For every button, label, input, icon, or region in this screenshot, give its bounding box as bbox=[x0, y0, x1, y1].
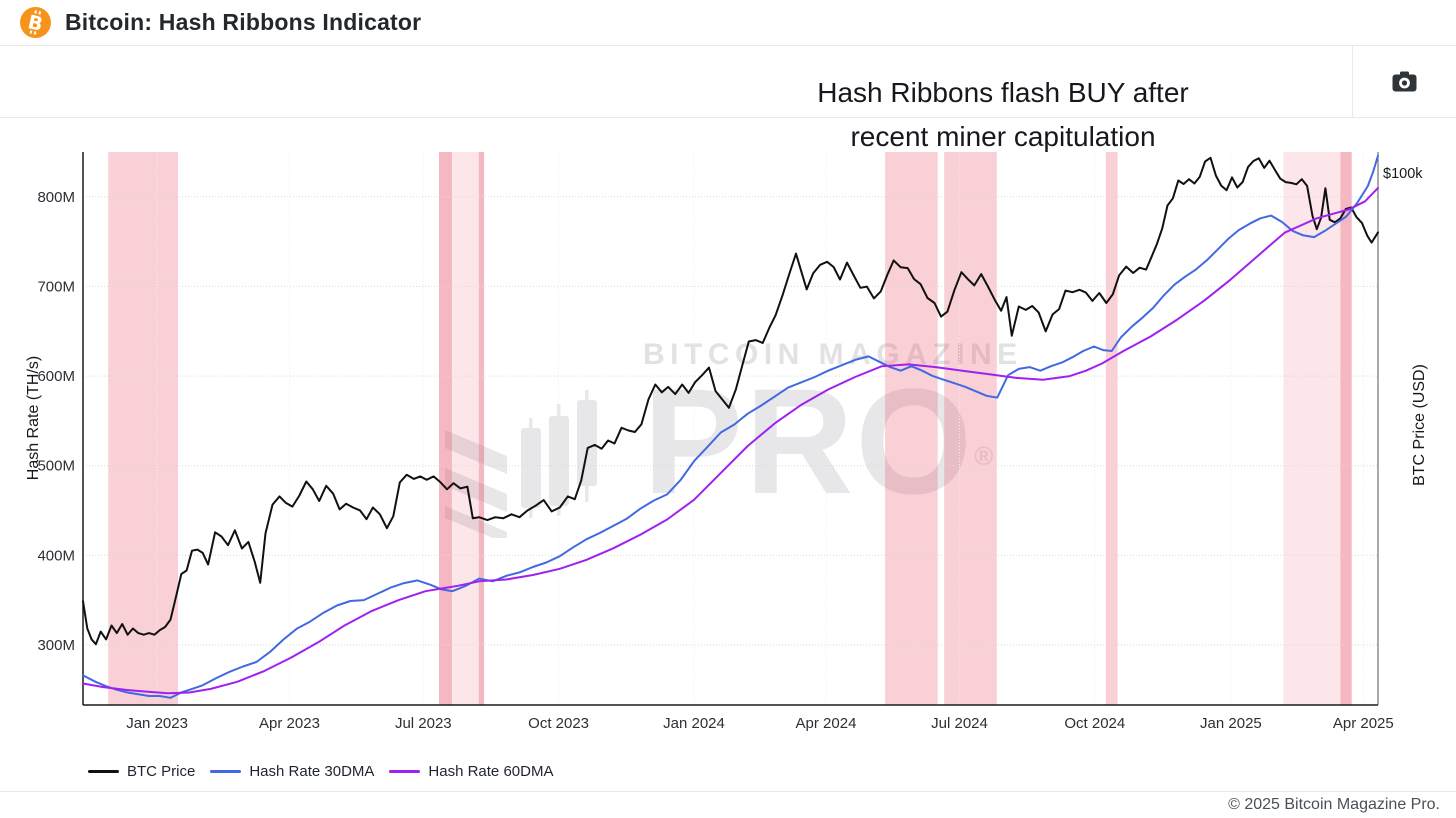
svg-text:700M: 700M bbox=[37, 278, 75, 295]
legend: BTC Price Hash Rate 30DMA Hash Rate 60DM… bbox=[0, 745, 1456, 791]
camera-icon bbox=[1392, 71, 1417, 92]
svg-text:Hash Rate (TH/s): Hash Rate (TH/s) bbox=[25, 356, 42, 480]
svg-text:300M: 300M bbox=[37, 637, 75, 654]
hash-rate-30dma-line-swatch bbox=[210, 769, 242, 773]
screenshot-button[interactable] bbox=[1385, 64, 1425, 100]
svg-text:$100k: $100k bbox=[1383, 166, 1423, 182]
legend-item-hash-rate-60dma[interactable]: Hash Rate 60DMA bbox=[389, 763, 553, 780]
toolbar-main: Hash Ribbons flash BUY after recent mine… bbox=[0, 46, 1352, 152]
toolbar-side bbox=[1352, 46, 1456, 117]
footer: © 2025 Bitcoin Magazine Pro. bbox=[0, 791, 1456, 818]
svg-text:Apr 2023: Apr 2023 bbox=[259, 715, 320, 732]
legend-item-btc-price[interactable]: BTC Price bbox=[88, 763, 195, 780]
hash-rate-60dma-line-swatch bbox=[389, 769, 421, 773]
chart-toolbar: Hash Ribbons flash BUY after recent mine… bbox=[0, 46, 1456, 152]
chart-area: BITCOIN MAGAZINE PRO® Jan 2023 Apr 2023 Ju… bbox=[0, 118, 1456, 745]
svg-text:Oct 2023: Oct 2023 bbox=[528, 715, 589, 732]
btc-price-line-swatch bbox=[88, 769, 119, 773]
svg-text:BTC Price (USD): BTC Price (USD) bbox=[1411, 364, 1428, 486]
svg-text:600M: 600M bbox=[37, 368, 75, 385]
copyright: © 2025 Bitcoin Magazine Pro. bbox=[1228, 796, 1440, 813]
page-title: Bitcoin: Hash Ribbons Indicator bbox=[65, 9, 422, 35]
chart-title-line1: Hash Ribbons flash BUY after bbox=[817, 77, 1189, 108]
legend-item-hash-rate-30dma[interactable]: Hash Rate 30DMA bbox=[210, 763, 374, 780]
svg-text:Oct 2024: Oct 2024 bbox=[1064, 715, 1125, 732]
svg-text:Jan 2025: Jan 2025 bbox=[1200, 715, 1262, 732]
svg-text:500M: 500M bbox=[37, 458, 75, 475]
svg-text:Jan 2024: Jan 2024 bbox=[663, 715, 725, 732]
svg-text:Jul 2023: Jul 2023 bbox=[395, 715, 452, 732]
svg-text:800M: 800M bbox=[37, 189, 75, 206]
svg-text:Jan 2023: Jan 2023 bbox=[126, 715, 188, 732]
svg-text:B: B bbox=[26, 11, 45, 36]
svg-text:Jul 2024: Jul 2024 bbox=[931, 715, 988, 732]
chart-canvas[interactable]: Jan 2023 Apr 2023 Jul 2023 Oct 2023 Jan 2024… bbox=[0, 118, 1456, 750]
svg-text:400M: 400M bbox=[37, 547, 75, 564]
svg-text:Apr 2024: Apr 2024 bbox=[796, 715, 857, 732]
bitcoin-logo-icon: B bbox=[20, 7, 51, 38]
svg-text:Apr 2025: Apr 2025 bbox=[1333, 715, 1394, 732]
app-header: B Bitcoin: Hash Ribbons Indicator bbox=[0, 0, 1456, 46]
